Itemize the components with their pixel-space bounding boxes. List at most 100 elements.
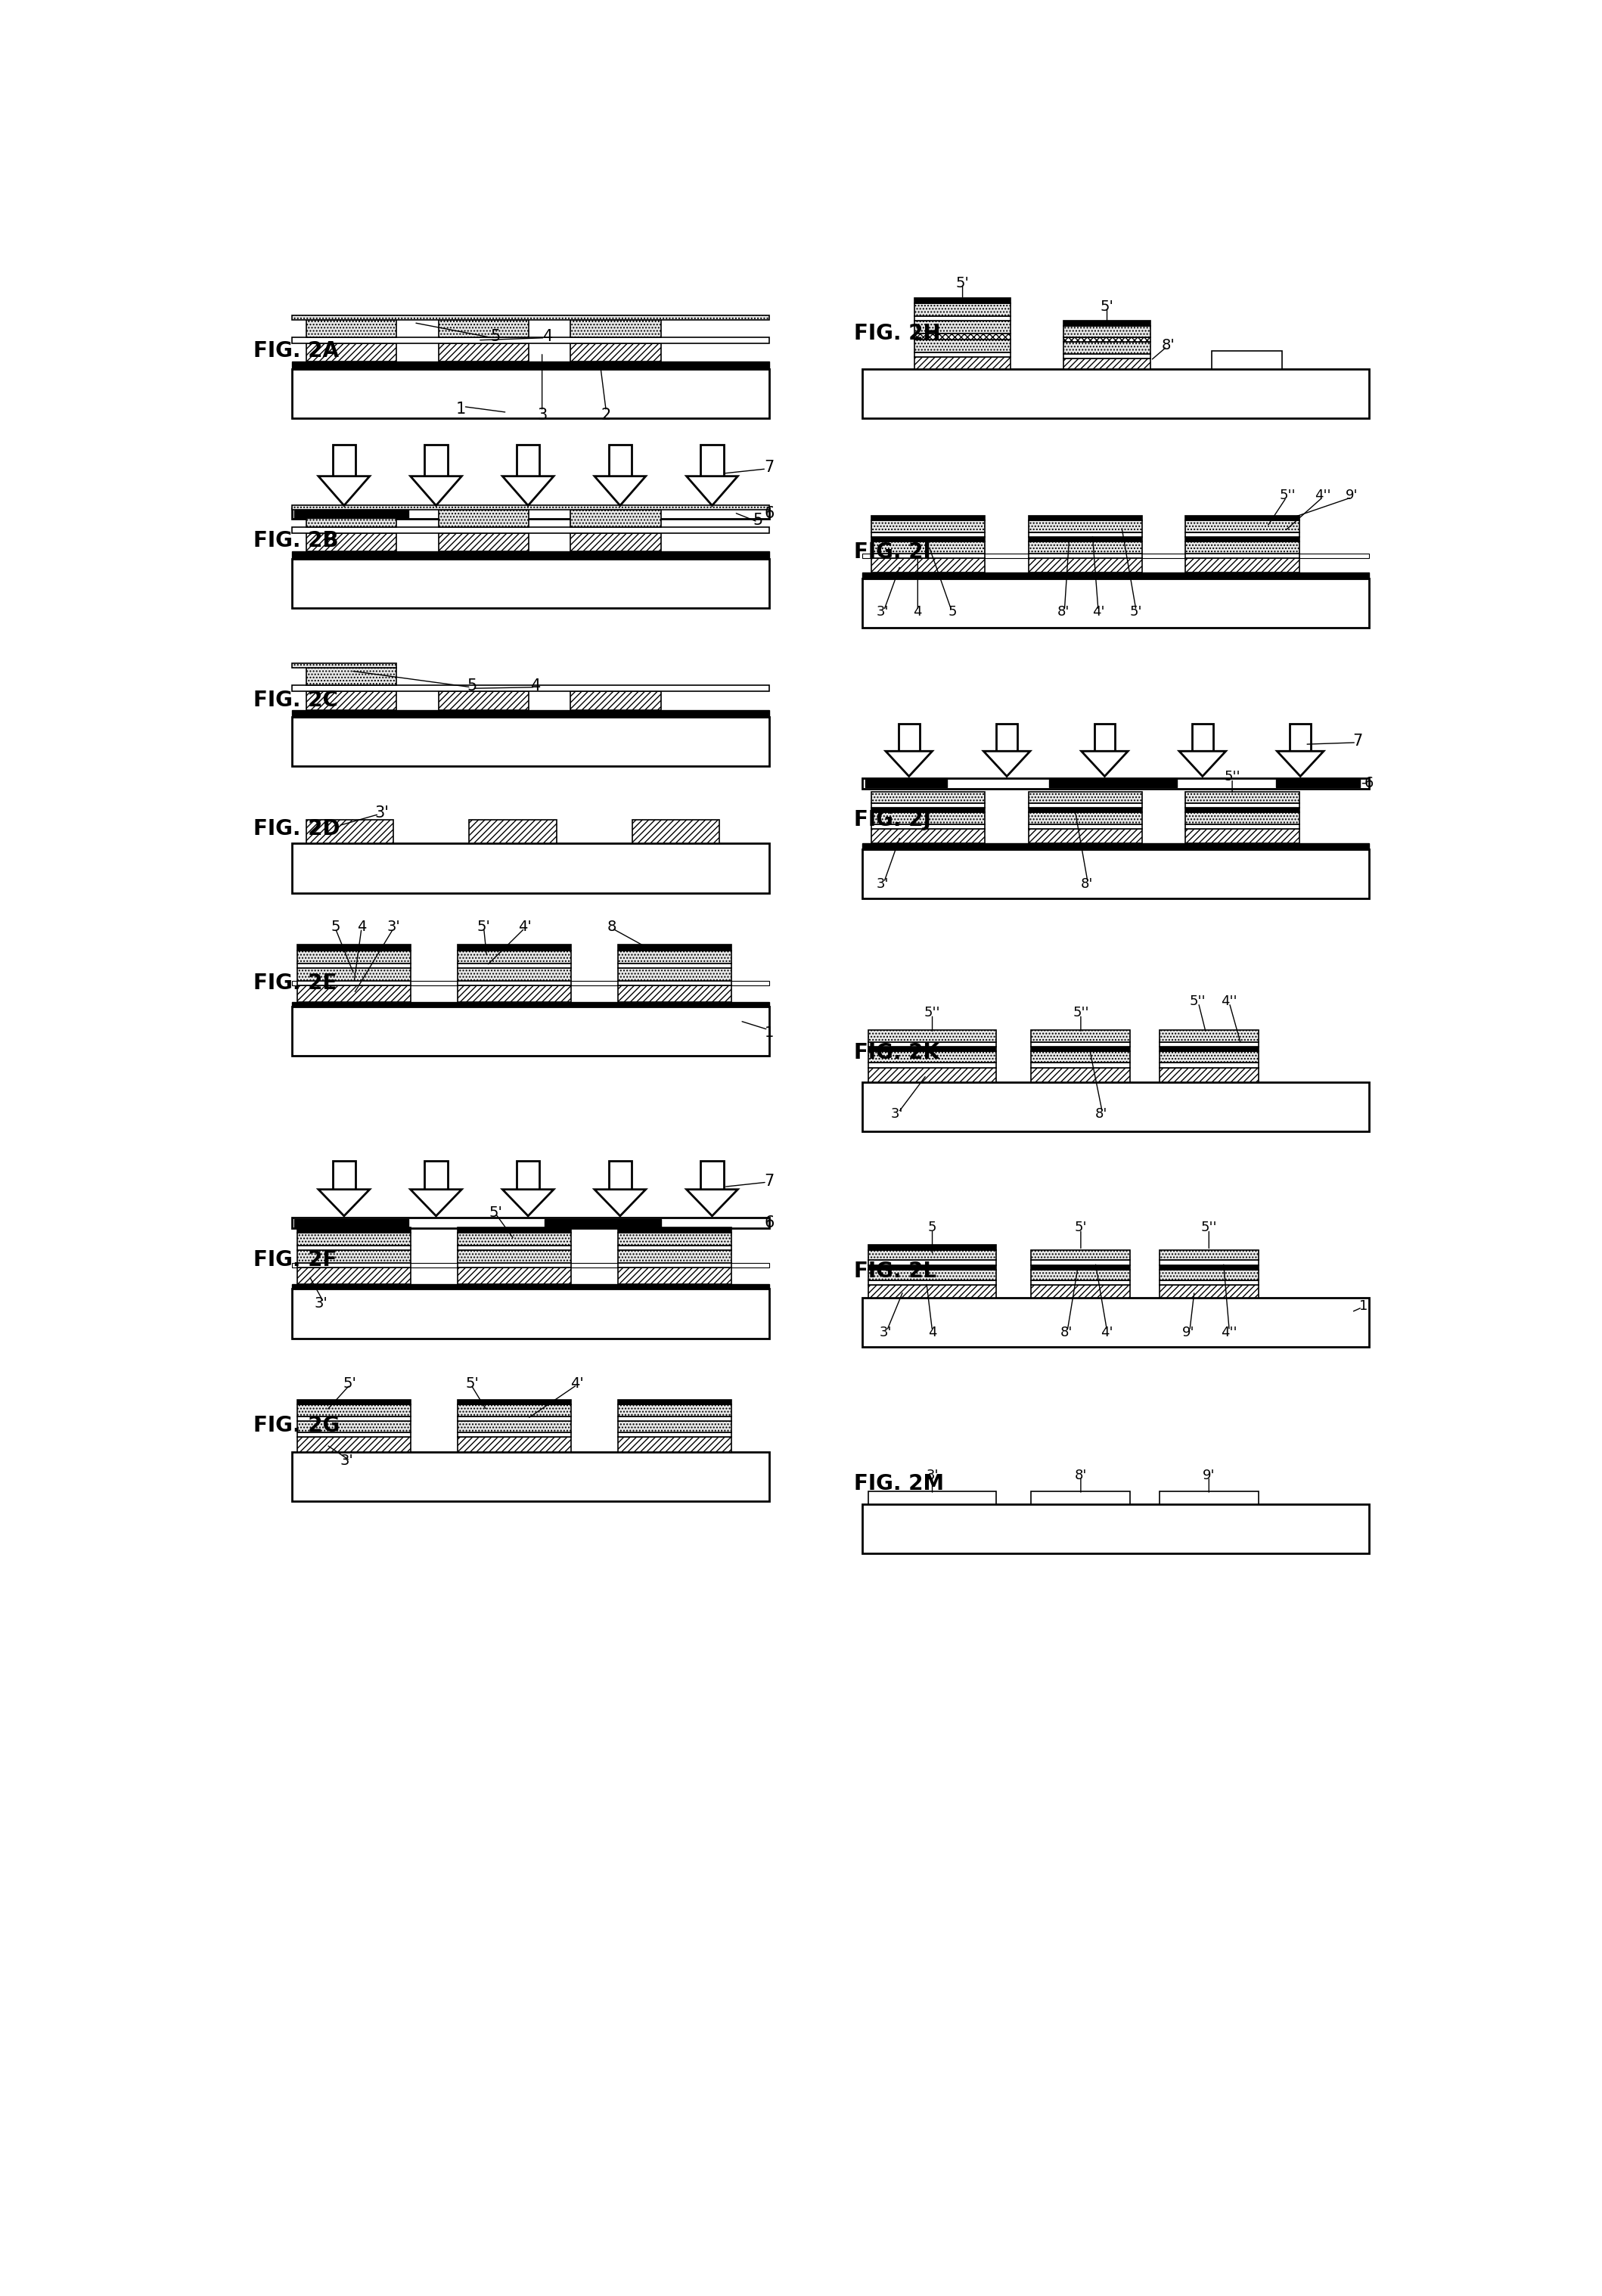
Bar bbox=[868, 1249, 996, 1261]
Text: 4'': 4'' bbox=[1221, 1325, 1237, 1339]
Bar bbox=[1064, 358, 1150, 370]
Bar bbox=[868, 1270, 996, 1281]
Bar bbox=[609, 1162, 631, 1189]
Text: 3': 3' bbox=[876, 606, 889, 620]
Bar bbox=[1032, 1047, 1131, 1052]
Bar bbox=[292, 1001, 769, 1006]
Bar bbox=[1185, 792, 1299, 804]
Bar bbox=[292, 1006, 769, 1056]
Text: 4': 4' bbox=[517, 921, 532, 934]
Bar bbox=[439, 342, 529, 363]
Bar bbox=[516, 1162, 540, 1189]
Bar bbox=[618, 964, 732, 969]
Text: 5: 5 bbox=[468, 680, 477, 693]
Bar bbox=[1275, 778, 1360, 788]
Bar bbox=[292, 315, 769, 319]
Text: FIG. 2I: FIG. 2I bbox=[854, 542, 931, 563]
Text: 8': 8' bbox=[1057, 606, 1070, 620]
Polygon shape bbox=[319, 475, 370, 505]
Bar bbox=[292, 370, 769, 418]
Bar bbox=[1028, 829, 1142, 843]
Text: FIG. 2H: FIG. 2H bbox=[854, 324, 940, 344]
Bar bbox=[1192, 723, 1213, 751]
Bar bbox=[333, 445, 356, 475]
Text: 5': 5' bbox=[1129, 606, 1142, 620]
Bar bbox=[871, 517, 985, 521]
Text: 5': 5' bbox=[956, 276, 969, 289]
Bar bbox=[618, 951, 732, 964]
Bar bbox=[1211, 351, 1282, 370]
Bar bbox=[333, 1162, 356, 1189]
Bar bbox=[1185, 537, 1299, 542]
Text: 3': 3' bbox=[314, 1297, 327, 1311]
Bar bbox=[871, 521, 985, 533]
Text: FIG. 2E: FIG. 2E bbox=[253, 974, 338, 994]
Text: 3': 3' bbox=[386, 921, 400, 934]
Bar bbox=[862, 1504, 1370, 1554]
Bar bbox=[458, 1437, 572, 1451]
Bar bbox=[915, 298, 1011, 303]
Bar bbox=[915, 321, 1011, 333]
Bar bbox=[618, 1247, 732, 1251]
Bar bbox=[425, 445, 447, 475]
Bar bbox=[1064, 342, 1150, 354]
Text: 7: 7 bbox=[1352, 735, 1362, 748]
Bar bbox=[1028, 804, 1142, 808]
Text: 3': 3' bbox=[340, 1453, 354, 1467]
Bar bbox=[618, 1405, 732, 1417]
Bar bbox=[1032, 1068, 1131, 1081]
Text: 5': 5' bbox=[1075, 1221, 1088, 1235]
Polygon shape bbox=[687, 1189, 739, 1217]
Bar bbox=[298, 1226, 412, 1233]
Text: FIG. 2F: FIG. 2F bbox=[253, 1249, 338, 1270]
Bar bbox=[868, 1042, 996, 1047]
Text: 7: 7 bbox=[764, 1173, 774, 1189]
Bar bbox=[862, 553, 1370, 558]
Text: 4: 4 bbox=[532, 680, 541, 693]
Bar bbox=[306, 668, 396, 687]
Bar bbox=[292, 558, 769, 608]
Text: 8': 8' bbox=[1080, 877, 1093, 891]
Bar bbox=[458, 1233, 572, 1247]
Bar bbox=[915, 358, 1011, 370]
Bar bbox=[915, 317, 1011, 321]
Bar bbox=[871, 829, 985, 843]
Bar bbox=[915, 333, 1011, 340]
Bar bbox=[1160, 1281, 1259, 1286]
Bar bbox=[570, 510, 662, 528]
Text: 6: 6 bbox=[764, 1215, 774, 1231]
Bar bbox=[298, 1401, 412, 1405]
Text: 5'': 5'' bbox=[1073, 1006, 1089, 1019]
Bar bbox=[862, 579, 1370, 627]
Bar bbox=[915, 351, 1011, 358]
Polygon shape bbox=[886, 751, 932, 776]
Text: 3: 3 bbox=[537, 409, 546, 422]
Bar bbox=[298, 985, 412, 1001]
Bar bbox=[1160, 1492, 1259, 1504]
Bar bbox=[298, 951, 412, 964]
Bar bbox=[292, 505, 769, 510]
Text: FIG. 2J: FIG. 2J bbox=[854, 810, 931, 831]
Polygon shape bbox=[984, 751, 1030, 776]
Polygon shape bbox=[594, 475, 646, 505]
Text: 8': 8' bbox=[1061, 1325, 1072, 1339]
Bar bbox=[633, 820, 719, 843]
Bar bbox=[292, 507, 769, 519]
Text: FIG. 2B: FIG. 2B bbox=[253, 530, 340, 551]
Text: 4: 4 bbox=[913, 606, 923, 620]
Text: 8': 8' bbox=[1096, 1107, 1107, 1120]
Text: 5'': 5'' bbox=[1224, 769, 1240, 783]
Bar bbox=[292, 687, 769, 691]
Bar bbox=[298, 1263, 412, 1267]
Bar bbox=[868, 1031, 996, 1042]
Bar bbox=[458, 1433, 572, 1437]
Bar bbox=[298, 1251, 412, 1263]
Text: 5: 5 bbox=[490, 328, 500, 344]
Bar bbox=[618, 1226, 732, 1233]
Bar bbox=[868, 1244, 996, 1249]
Bar bbox=[1290, 723, 1310, 751]
Bar bbox=[1028, 813, 1142, 824]
Bar bbox=[1160, 1265, 1259, 1270]
Bar bbox=[609, 445, 631, 475]
Text: 5: 5 bbox=[948, 606, 956, 620]
